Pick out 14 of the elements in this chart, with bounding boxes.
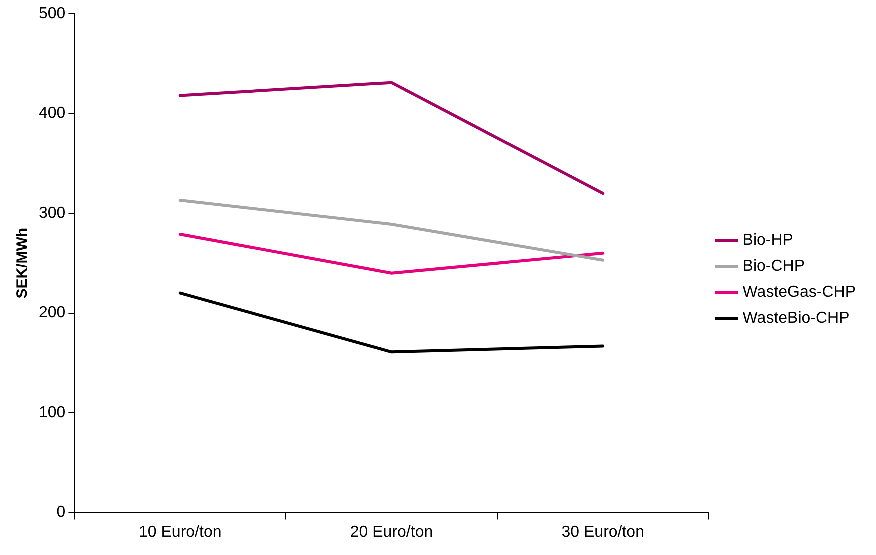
y-tick-label: 400 xyxy=(38,105,66,122)
y-tick-label: 100 xyxy=(38,404,66,422)
y-axis-title: SEK/MWh xyxy=(14,228,32,299)
legend-label: WasteGas-CHP xyxy=(742,284,856,301)
y-tick-label: 300 xyxy=(38,204,66,222)
legend-label: Bio-HP xyxy=(742,232,794,249)
y-tick-label: 500 xyxy=(38,5,66,22)
x-tick-label: 30 Euro/ton xyxy=(562,524,644,541)
y-tick-label: 200 xyxy=(38,304,66,322)
x-tick-label: 10 Euro/ton xyxy=(139,524,222,541)
legend-label: WasteBio-CHP xyxy=(742,310,850,327)
x-tick-label: 20 Euro/ton xyxy=(350,524,434,541)
legend-label: Bio-CHP xyxy=(742,258,806,275)
y-tick-label: 0 xyxy=(56,504,66,522)
